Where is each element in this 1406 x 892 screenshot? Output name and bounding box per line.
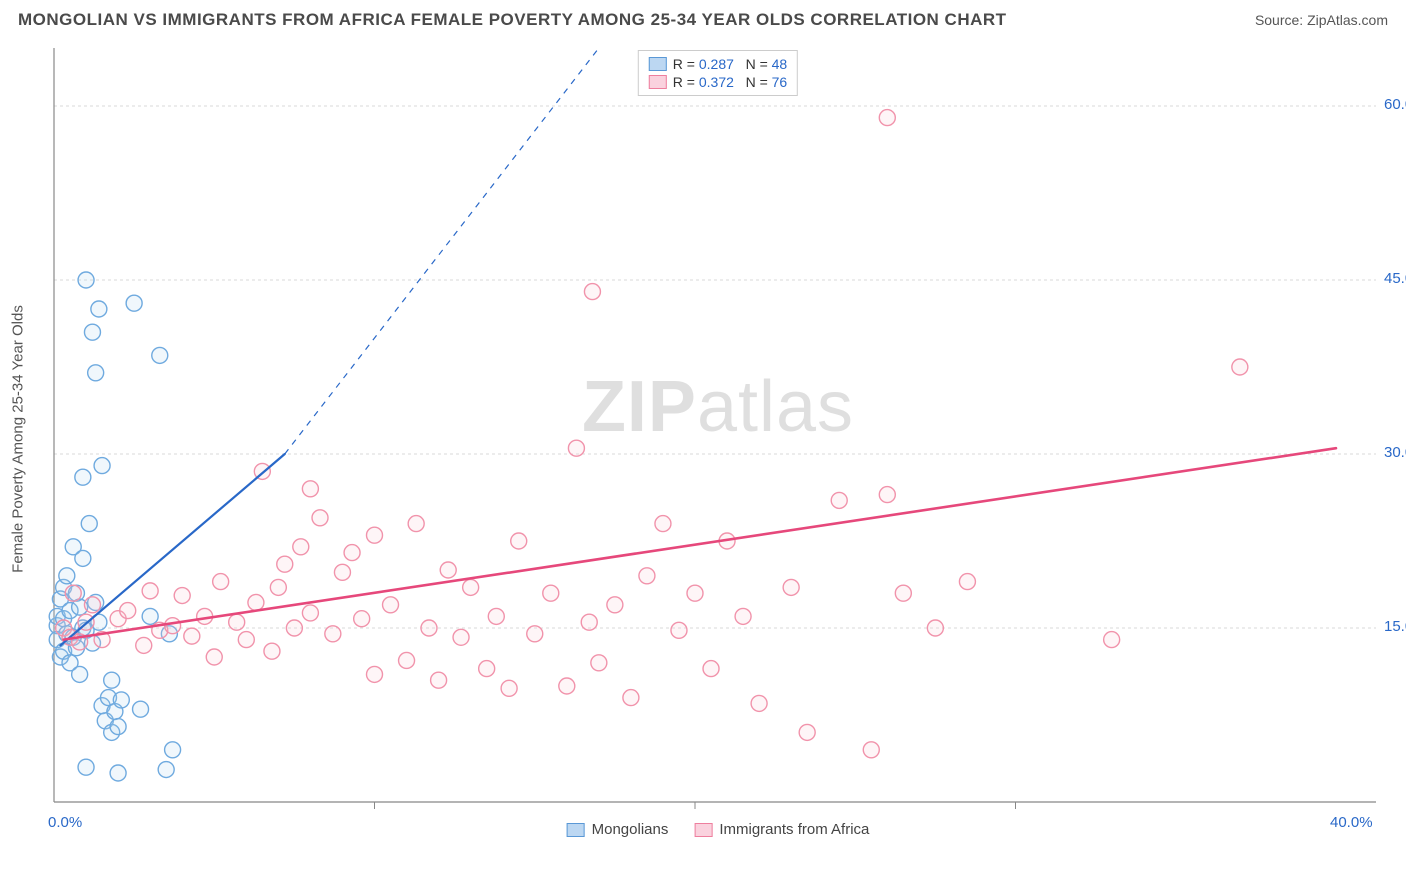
legend-swatch bbox=[567, 823, 585, 837]
legend-series-label: Mongolians bbox=[592, 821, 669, 838]
y-tick-label: 30.0% bbox=[1384, 444, 1406, 461]
source-name: ZipAtlas.com bbox=[1307, 12, 1388, 28]
legend-stat-row: R = 0.287 N = 48 bbox=[649, 55, 787, 73]
chart-area: Female Poverty Among 25-34 Year Olds ZIP… bbox=[48, 44, 1388, 834]
legend-series-label: Immigrants from Africa bbox=[719, 821, 869, 838]
legend-stats: R = 0.287 N = 48 R = 0.372 N = 76 bbox=[638, 50, 798, 96]
legend-series: Mongolians Immigrants from Africa bbox=[567, 821, 870, 838]
y-axis-label: Female Poverty Among 25-34 Year Olds bbox=[10, 305, 27, 573]
x-tick-label: 40.0% bbox=[1330, 814, 1373, 831]
legend-stat-row: R = 0.372 N = 76 bbox=[649, 73, 787, 91]
legend-stat-text: R = 0.287 N = 48 bbox=[673, 56, 787, 72]
legend-series-item: Mongolians bbox=[567, 821, 669, 838]
legend-swatch bbox=[649, 57, 667, 71]
legend-stat-text: R = 0.372 N = 76 bbox=[673, 74, 787, 90]
legend-series-item: Immigrants from Africa bbox=[694, 821, 869, 838]
header: MONGOLIAN VS IMMIGRANTS FROM AFRICA FEMA… bbox=[0, 0, 1406, 36]
legend-swatch bbox=[649, 75, 667, 89]
legend-swatch bbox=[694, 823, 712, 837]
y-tick-label: 45.0% bbox=[1384, 270, 1406, 287]
scatter-plot bbox=[48, 44, 1388, 834]
y-tick-label: 60.0% bbox=[1384, 96, 1406, 113]
source-attribution: Source: ZipAtlas.com bbox=[1255, 12, 1388, 28]
chart-title: MONGOLIAN VS IMMIGRANTS FROM AFRICA FEMA… bbox=[18, 10, 1007, 30]
y-tick-label: 15.0% bbox=[1384, 618, 1406, 635]
source-prefix: Source: bbox=[1255, 12, 1307, 28]
x-tick-label: 0.0% bbox=[48, 814, 82, 831]
